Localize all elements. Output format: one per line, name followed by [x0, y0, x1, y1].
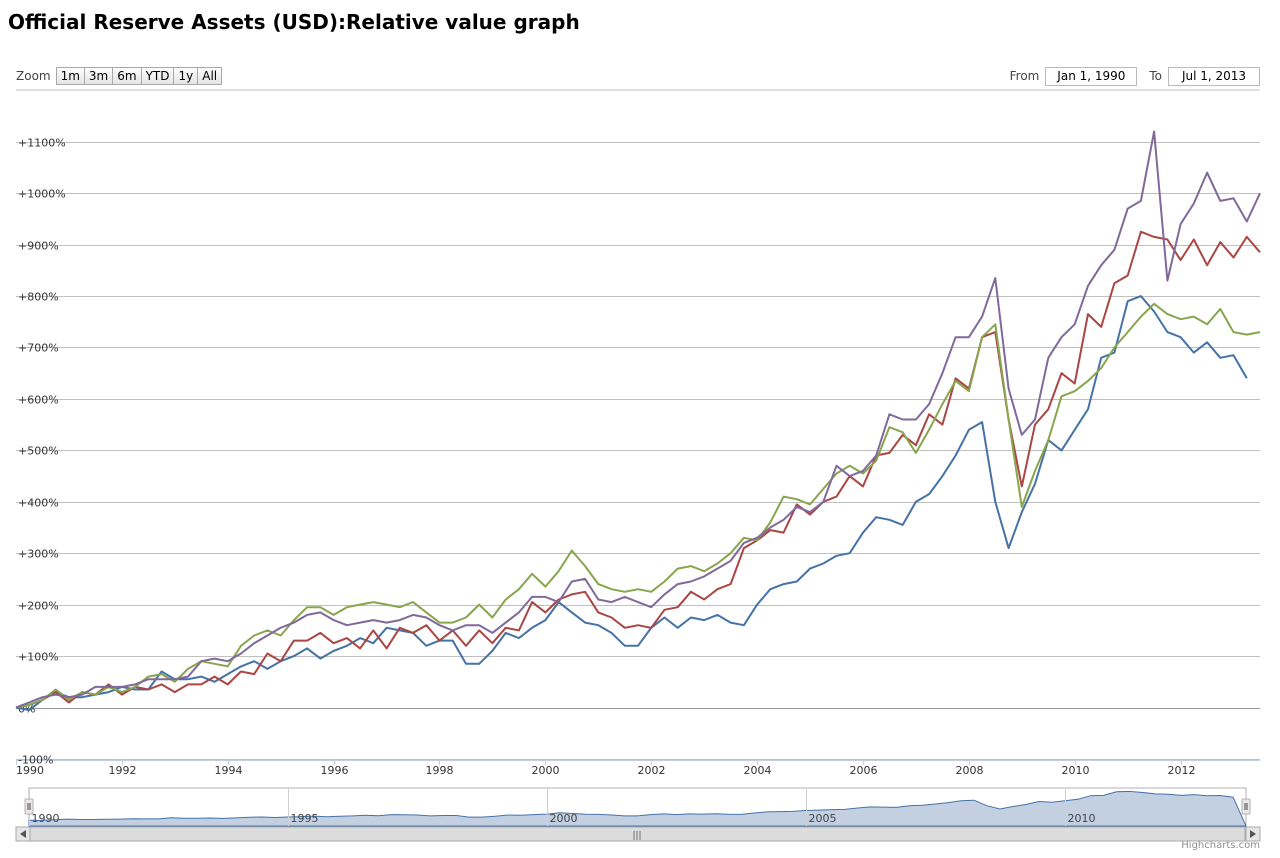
x-tick-label: 1992 [109, 764, 137, 777]
zoom-1y-button[interactable]: 1y [174, 67, 199, 85]
to-label: To [1149, 69, 1162, 83]
y-tick-label: +200% [18, 600, 59, 613]
from-label: From [1009, 69, 1040, 83]
x-axis-labels: 1990 1992 1994 1996 1998 2000 2002 2004 2006 2008… [16, 764, 1196, 777]
zoom-3m-button[interactable]: 3m [84, 67, 114, 85]
from-date-input[interactable] [1045, 66, 1138, 86]
y-tick-label: +300% [18, 548, 59, 561]
x-tick-label: 1998 [426, 764, 454, 777]
scrollbar-left-arrow[interactable] [15, 826, 31, 842]
navigator-left-handle[interactable] [24, 798, 34, 815]
zoom-all-button[interactable]: All [198, 67, 223, 85]
navigator-series-area [28, 790, 1247, 827]
date-range-selector: From To [998, 66, 1260, 86]
y-axis-labels: -100%0%+100%+200%+300%+400%+500%+600%+70… [18, 137, 66, 767]
y-tick-label: +1100% [18, 137, 66, 150]
y-tick-label: -100% [18, 754, 53, 767]
page-title: Official Reserve Assets (USD):Relative v… [8, 10, 580, 34]
x-tick-label: 2010 [1062, 764, 1090, 777]
y-tick-label: +1000% [18, 188, 66, 201]
x-tick-label: 2006 [850, 764, 878, 777]
zoom-ytd-button[interactable]: YTD [141, 67, 175, 85]
to-date-input[interactable] [1168, 66, 1260, 86]
x-tick-label: 2008 [956, 764, 984, 777]
x-tick-label: 1994 [215, 764, 243, 777]
series-line-3 [15, 302, 1261, 709]
series-line-1 [15, 295, 1248, 712]
navigator: 1990 1995 2000 2005 2010 ||| [15, 787, 1261, 842]
scrollbar-right-arrow[interactable] [1245, 826, 1261, 842]
scrollbar-grip: ||| [632, 831, 641, 841]
zoom-label: Zoom [16, 69, 51, 83]
x-tick-label: 2004 [744, 764, 772, 777]
navigator-year-label: 1990 [32, 812, 60, 825]
navigator-right-handle[interactable] [1241, 798, 1251, 815]
zoom-6m-button[interactable]: 6m [113, 67, 142, 85]
x-tick-label: 2012 [1168, 764, 1196, 777]
navigator-year-label: 2005 [809, 812, 837, 825]
x-tick-label: 2000 [532, 764, 560, 777]
zoom-1m-button[interactable]: 1m [55, 67, 85, 85]
y-tick-label: +900% [18, 240, 59, 253]
series-line-4 [15, 130, 1261, 709]
x-tick-label: 2002 [638, 764, 666, 777]
credits-link[interactable]: Highcharts.com [1181, 840, 1260, 851]
series-lines [15, 130, 1261, 712]
y-tick-label: +100% [18, 651, 59, 664]
navigator-year-label: 2010 [1068, 812, 1096, 825]
y-tick-label: +700% [18, 342, 59, 355]
x-tick-label: 1990 [16, 764, 44, 777]
y-tick-label: +400% [18, 497, 59, 510]
y-tick-label: +800% [18, 291, 59, 304]
x-tick-label: 1996 [321, 764, 349, 777]
y-tick-label: +500% [18, 445, 59, 458]
y-tick-label: +600% [18, 394, 59, 407]
zoom-selector: Zoom 1m 3m 6m YTD 1y All [16, 66, 223, 86]
series-line-2 [15, 230, 1261, 709]
navigator-year-label: 2000 [550, 812, 578, 825]
grid-lines [16, 89, 1260, 765]
navigator-year-label: 1995 [291, 812, 319, 825]
